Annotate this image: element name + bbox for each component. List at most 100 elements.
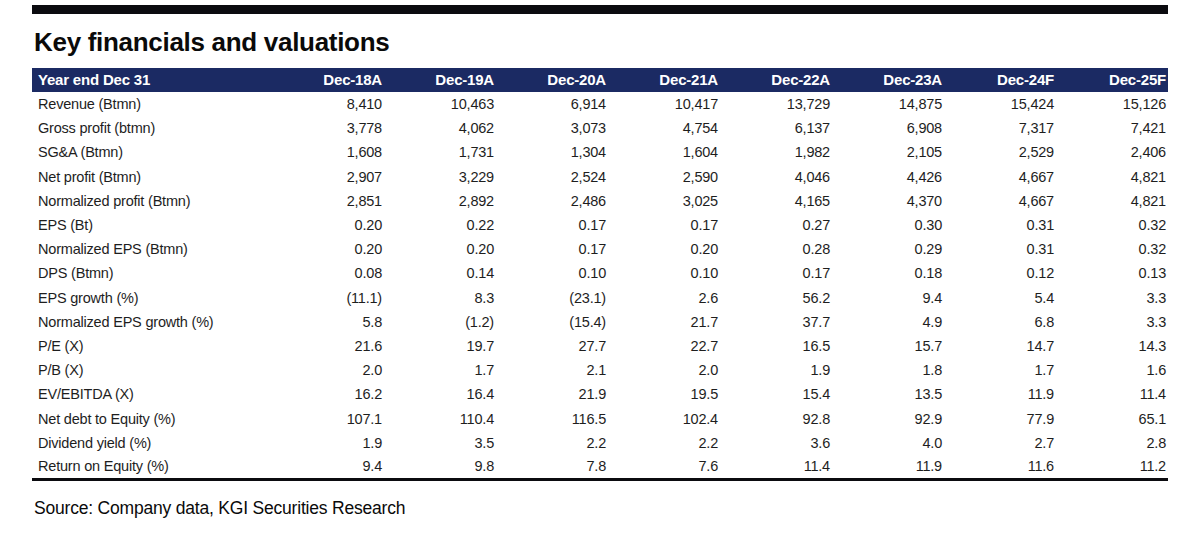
cell-value: 1.7 (944, 358, 1056, 382)
cell-value: 0.28 (720, 237, 832, 261)
column-header-dec-25f: Dec-25F (1056, 68, 1168, 92)
cell-value: 4,426 (832, 165, 944, 189)
row-label: Return on Equity (%) (32, 455, 272, 479)
row-label: Normalized EPS (Btmn) (32, 237, 272, 261)
table-row: Normalized EPS (Btmn)0.200.200.170.200.2… (32, 237, 1168, 261)
table-title: Key financials and valuations (34, 26, 1168, 59)
cell-value: 1,604 (608, 140, 720, 164)
cell-value: 11.6 (944, 455, 1056, 479)
row-label: Gross profit (btmn) (32, 116, 272, 140)
cell-value: 2,907 (272, 165, 384, 189)
cell-value: 14,875 (832, 92, 944, 116)
cell-value: 65.1 (1056, 406, 1168, 430)
cell-value: 8,410 (272, 92, 384, 116)
cell-value: 7,317 (944, 116, 1056, 140)
cell-value: 2,406 (1056, 140, 1168, 164)
cell-value: 11.9 (944, 382, 1056, 406)
cell-value: 77.9 (944, 406, 1056, 430)
cell-value: 6,908 (832, 116, 944, 140)
cell-value: 1.9 (720, 358, 832, 382)
cell-value: 22.7 (608, 334, 720, 358)
column-header-year-end: Year end Dec 31 (32, 68, 272, 92)
row-label: P/E (X) (32, 334, 272, 358)
cell-value: 0.27 (720, 213, 832, 237)
cell-value: 9.8 (384, 455, 496, 479)
table-row: Dividend yield (%)1.93.52.22.23.64.02.72… (32, 431, 1168, 455)
cell-value: 3.3 (1056, 310, 1168, 334)
cell-value: 11.4 (1056, 382, 1168, 406)
table-row: Normalized EPS growth (%)5.8(1.2)(15.4)2… (32, 310, 1168, 334)
column-header-dec-22a: Dec-22A (720, 68, 832, 92)
table-row: P/B (X)2.01.72.12.01.91.81.71.6 (32, 358, 1168, 382)
cell-value: 2,105 (832, 140, 944, 164)
cell-value: 2.1 (496, 358, 608, 382)
cell-value: 2.0 (272, 358, 384, 382)
cell-value: 13.5 (832, 382, 944, 406)
cell-value: 0.17 (720, 261, 832, 285)
cell-value: 3,025 (608, 189, 720, 213)
column-header-dec-24f: Dec-24F (944, 68, 1056, 92)
report-table-section: Key financials and valuations Year end D… (32, 5, 1168, 519)
cell-value: 19.5 (608, 382, 720, 406)
cell-value: 4,821 (1056, 165, 1168, 189)
cell-value: 0.20 (272, 237, 384, 261)
cell-value: 6.8 (944, 310, 1056, 334)
table-row: EPS (Bt)0.200.220.170.170.270.300.310.32 (32, 213, 1168, 237)
top-rule-divider (32, 5, 1168, 14)
cell-value: 3,778 (272, 116, 384, 140)
row-label: EPS (Bt) (32, 213, 272, 237)
column-header-dec-23a: Dec-23A (832, 68, 944, 92)
cell-value: 0.13 (1056, 261, 1168, 285)
row-label: Net debt to Equity (%) (32, 406, 272, 430)
table-row: Gross profit (btmn)3,7784,0623,0734,754 6… (32, 116, 1168, 140)
cell-value: 107.1 (272, 406, 384, 430)
cell-value: 21.7 (608, 310, 720, 334)
cell-value: 4.9 (832, 310, 944, 334)
row-label: Dividend yield (%) (32, 431, 272, 455)
cell-value: 116.5 (496, 406, 608, 430)
cell-value: 21.6 (272, 334, 384, 358)
table-row: Revenue (Btmn)8,41010,4636,91410,41713,7… (32, 92, 1168, 116)
row-label: EV/EBITDA (X) (32, 382, 272, 406)
cell-value: 15.7 (832, 334, 944, 358)
cell-value: 0.08 (272, 261, 384, 285)
cell-value: 4,667 (944, 165, 1056, 189)
row-label: Net profit (Btmn) (32, 165, 272, 189)
cell-value: 4,165 (720, 189, 832, 213)
cell-value: (23.1) (496, 286, 608, 310)
cell-value: 4,062 (384, 116, 496, 140)
cell-value: 1.6 (1056, 358, 1168, 382)
cell-value: 1.7 (384, 358, 496, 382)
cell-value: 11.2 (1056, 455, 1168, 479)
cell-value: 4,754 (608, 116, 720, 140)
table-row: Normalized profit (Btmn)2,8512,8922,4863… (32, 189, 1168, 213)
cell-value: 0.18 (832, 261, 944, 285)
cell-value: 9.4 (272, 455, 384, 479)
cell-value: 14.3 (1056, 334, 1168, 358)
cell-value: 0.20 (272, 213, 384, 237)
row-label: DPS (Btmn) (32, 261, 272, 285)
cell-value: 6,914 (496, 92, 608, 116)
cell-value: 5.4 (944, 286, 1056, 310)
table-body: Revenue (Btmn)8,41010,4636,91410,41713,7… (32, 92, 1168, 479)
table-row: Net profit (Btmn)2,9073,2292,5242,5904,0… (32, 165, 1168, 189)
cell-value: 0.17 (608, 213, 720, 237)
key-financials-table: Year end Dec 31 Dec-18A Dec-19A Dec-20A … (32, 68, 1168, 481)
cell-value: 1.9 (272, 431, 384, 455)
cell-value: 2,524 (496, 165, 608, 189)
cell-value: 3,073 (496, 116, 608, 140)
cell-value: 1,608 (272, 140, 384, 164)
cell-value: 4,046 (720, 165, 832, 189)
cell-value: 8.3 (384, 286, 496, 310)
table-row: EPS growth (%)(11.1)8.3(23.1)2.656.29.45… (32, 286, 1168, 310)
cell-value: 0.10 (608, 261, 720, 285)
cell-value: 3.5 (384, 431, 496, 455)
cell-value: 3.6 (720, 431, 832, 455)
cell-value: 4.0 (832, 431, 944, 455)
cell-value: 2.2 (608, 431, 720, 455)
cell-value: 0.30 (832, 213, 944, 237)
row-label: EPS growth (%) (32, 286, 272, 310)
cell-value: 0.29 (832, 237, 944, 261)
cell-value: 21.9 (496, 382, 608, 406)
cell-value: 2,590 (608, 165, 720, 189)
